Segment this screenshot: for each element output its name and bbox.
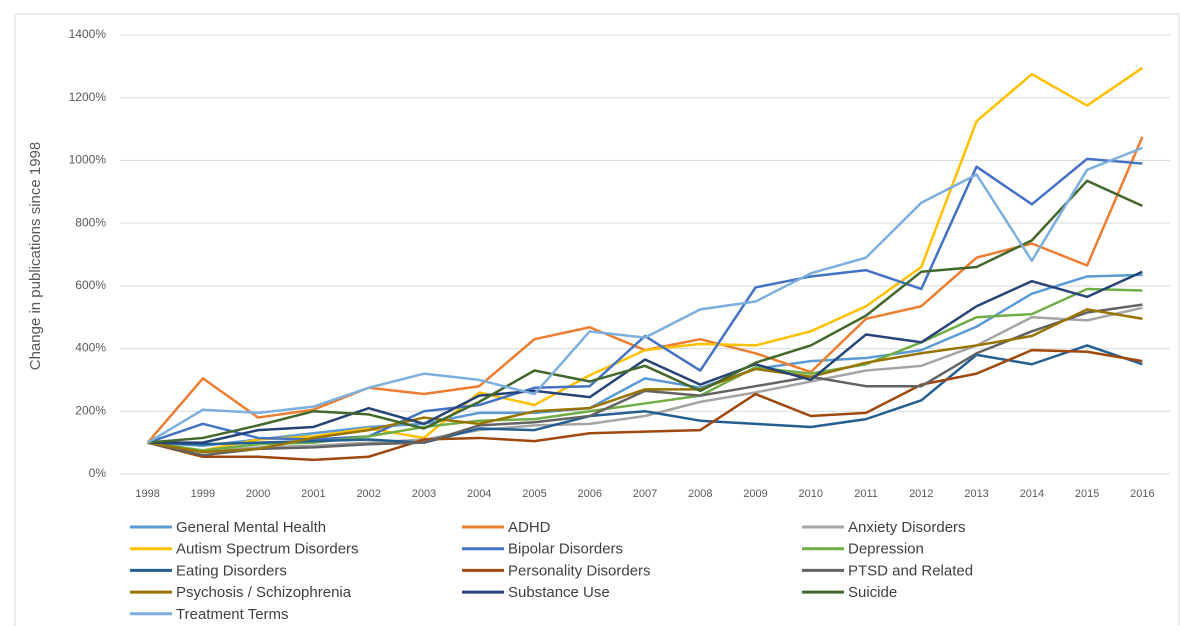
y-tick-label: 1400% bbox=[69, 27, 107, 41]
x-tick-label: 2001 bbox=[301, 488, 325, 500]
series-line bbox=[146, 146, 1143, 444]
y-tick-label: 600% bbox=[75, 278, 106, 292]
x-tick-label: 1999 bbox=[191, 488, 215, 500]
series-line bbox=[147, 306, 1143, 454]
series-line bbox=[147, 270, 1143, 444]
y-tick-label: 0% bbox=[89, 466, 107, 480]
legend-label: Personality Disorders bbox=[508, 562, 651, 579]
x-tick-label: 2007 bbox=[633, 488, 657, 500]
x-tick-label: 2000 bbox=[246, 488, 270, 500]
x-tick-label: 2005 bbox=[522, 488, 546, 500]
legend-label: Suicide bbox=[848, 584, 897, 601]
chart-border bbox=[14, 13, 1180, 631]
series-line bbox=[147, 348, 1143, 462]
legend-label: Depression bbox=[848, 541, 924, 558]
x-tick-label: 2016 bbox=[1130, 488, 1154, 500]
legend-label: Treatment Terms bbox=[176, 606, 289, 623]
x-tick-label: 2002 bbox=[356, 488, 380, 500]
series-line bbox=[147, 303, 1143, 457]
x-tick-label: 2011 bbox=[854, 488, 878, 500]
y-tick-label: 1000% bbox=[69, 153, 107, 167]
series-line bbox=[147, 157, 1143, 444]
x-tick-label: 2012 bbox=[909, 488, 933, 500]
y-tick-label: 400% bbox=[75, 341, 106, 355]
x-tick-label: 2010 bbox=[799, 488, 823, 500]
legend-label: Anxiety Disorders bbox=[848, 519, 966, 536]
x-tick-label: 2008 bbox=[688, 488, 712, 500]
series-line bbox=[147, 66, 1144, 452]
x-tick-label: 2003 bbox=[412, 488, 436, 500]
series-line bbox=[146, 136, 1144, 444]
x-tick-label: 2013 bbox=[964, 488, 988, 500]
series-line bbox=[147, 344, 1143, 446]
y-tick-label: 1200% bbox=[69, 90, 107, 104]
legend-label: ADHD bbox=[508, 519, 551, 536]
x-tick-label: 2015 bbox=[1075, 488, 1099, 500]
y-tick-label: 200% bbox=[75, 403, 106, 417]
legend-label: Substance Use bbox=[508, 584, 610, 601]
y-axis-label: Change in publications since 1998 bbox=[27, 142, 44, 371]
x-tick-label: 2014 bbox=[1020, 488, 1044, 500]
legend-label: PTSD and Related bbox=[848, 562, 973, 579]
legend-label: Eating Disorders bbox=[176, 562, 287, 579]
legend-label: Bipolar Disorders bbox=[508, 541, 623, 558]
series-line bbox=[147, 179, 1143, 444]
x-tick-label: 1998 bbox=[135, 488, 159, 500]
series-line bbox=[147, 273, 1143, 448]
legend-label: General Mental Health bbox=[176, 519, 326, 536]
legend-label: Psychosis / Schizophrenia bbox=[176, 584, 352, 601]
legend-label: Autism Spectrum Disorders bbox=[176, 541, 359, 558]
x-tick-label: 2009 bbox=[743, 488, 767, 500]
x-tick-label: 2004 bbox=[467, 488, 491, 500]
series-line bbox=[147, 287, 1143, 452]
x-tick-label: 2006 bbox=[577, 488, 601, 500]
series-line bbox=[147, 308, 1143, 454]
y-tick-label: 800% bbox=[75, 215, 106, 229]
